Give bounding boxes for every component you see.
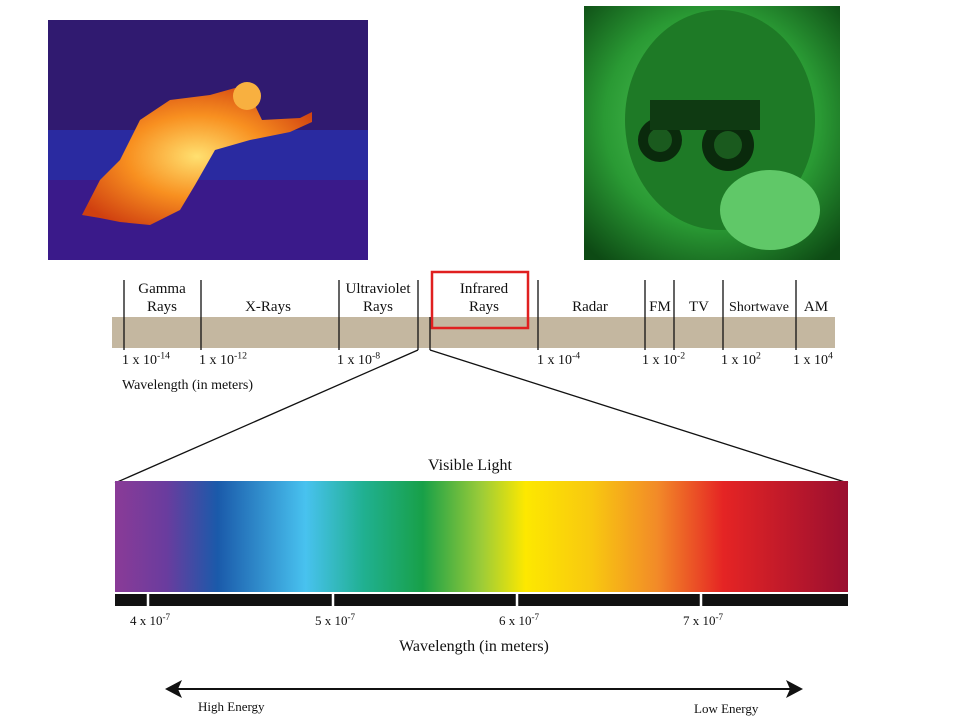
visible-spectrum — [115, 481, 848, 592]
spectrum-tick-label: 1 x 10-14 — [122, 350, 170, 368]
tick-exponent: -2 — [677, 350, 685, 361]
visible-tick-label: 4 x 10-7 — [130, 612, 171, 628]
tick-base: 1 x 10 — [721, 353, 756, 368]
tick-base: 1 x 10 — [642, 353, 677, 368]
band-label: FM — [649, 299, 671, 315]
band-label: Radar — [572, 299, 608, 315]
band-label: Rays — [147, 299, 177, 315]
tick-exponent: -7 — [348, 612, 356, 622]
tick-exponent: -12 — [234, 350, 247, 361]
spectrum-tick-label: 1 x 10-4 — [537, 350, 580, 368]
thermal-photo — [48, 20, 368, 260]
tick-base: 1 x 10 — [793, 353, 828, 368]
band-label: Shortwave — [729, 300, 789, 315]
visible-tick-label: 7 x 10-7 — [683, 612, 724, 628]
tick-base: 7 x 10 — [683, 613, 716, 628]
tick-base: 6 x 10 — [499, 613, 532, 628]
tick-base: 4 x 10 — [130, 613, 163, 628]
spectrum-axis-label: Wavelength (in meters) — [122, 378, 253, 393]
highlight-box — [430, 270, 530, 330]
tick-exponent: -7 — [716, 612, 724, 622]
tick-exponent: 2 — [756, 350, 761, 361]
tick-exponent: -8 — [372, 350, 380, 361]
visible-light: Visible Light Wavelength (in meters) 4 x… — [115, 457, 848, 655]
band-label: Infrared — [460, 281, 509, 297]
tick-base: 1 x 10 — [337, 353, 372, 368]
spectrum-tick-label: 1 x 10-12 — [199, 350, 247, 368]
band-label: TV — [689, 299, 709, 315]
band-label: Ultraviolet — [346, 281, 412, 297]
scale-bar — [115, 594, 848, 606]
tick-base: 5 x 10 — [315, 613, 348, 628]
spectrum-band — [112, 317, 835, 348]
tick-exponent: -4 — [572, 350, 580, 361]
tick-base: 1 x 10 — [122, 353, 157, 368]
visible-axis-label: Wavelength (in meters) — [399, 638, 549, 655]
tick-base: 1 x 10 — [199, 353, 234, 368]
band-label: Rays — [363, 299, 393, 315]
energy-label: High Energy — [198, 699, 265, 714]
visible-tick-label: 5 x 10-7 — [315, 612, 356, 628]
spectrum: Wavelength (in meters) Gamma Rays X-Rays Ul… — [112, 270, 849, 484]
zoom-line — [114, 349, 419, 484]
spectrum-tick-label: 1 x 102 — [721, 350, 761, 368]
tick-exponent: -7 — [163, 612, 171, 622]
tick-exponent: 4 — [828, 350, 833, 361]
energy-label: Low Energy — [694, 701, 759, 716]
zoom-line — [429, 349, 849, 484]
tick-exponent: -14 — [157, 350, 170, 361]
spectrum-tick-label: 1 x 10-8 — [337, 350, 380, 368]
spectrum-tick-label: 1 x 10-2 — [642, 350, 685, 368]
tick-base: 1 x 10 — [537, 353, 572, 368]
band-label: Rays — [469, 299, 499, 315]
band-label: X-Rays — [245, 299, 291, 315]
visible-tick-label: 6 x 10-7 — [499, 612, 540, 628]
band-label: Gamma — [138, 281, 186, 297]
visible-title: Visible Light — [428, 457, 512, 474]
night-vision-photo — [584, 6, 840, 260]
spectrum-tick-label: 1 x 104 — [793, 350, 833, 368]
band-label: AM — [804, 299, 828, 315]
tick-exponent: -7 — [532, 612, 540, 622]
energy-arrow: High Energy Low Energy — [165, 680, 803, 716]
